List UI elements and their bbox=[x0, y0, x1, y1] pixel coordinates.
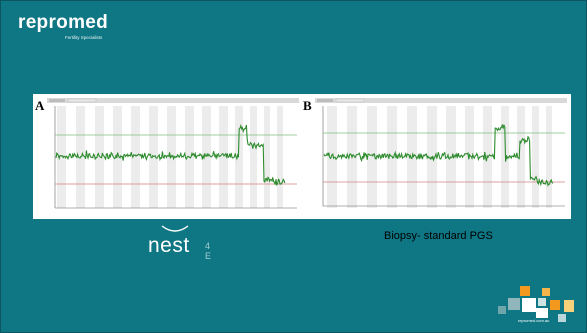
chart-b-trace bbox=[323, 123, 554, 187]
nest-arc-icon bbox=[161, 225, 189, 232]
nest-suffix: 4 E bbox=[205, 241, 213, 261]
chart-b-letter: B bbox=[303, 98, 312, 113]
footer-url: repromed.com.au bbox=[518, 318, 550, 323]
repromed-logo: repromed Fertility Specialists bbox=[18, 13, 108, 40]
caption-text: Biopsy- standard PGS bbox=[384, 230, 493, 242]
brand-wordmark: repromed bbox=[18, 13, 108, 32]
brand-tagline: Fertility Specialists bbox=[65, 35, 103, 40]
chart-panel-a: A bbox=[35, 98, 299, 215]
figure-panel: A bbox=[33, 94, 571, 219]
nest-word: nest bbox=[148, 234, 190, 257]
chart-a-trace bbox=[55, 123, 286, 187]
footer-brand-blocks bbox=[498, 286, 584, 330]
brand-name: repromed bbox=[18, 12, 109, 33]
chart-b-plot bbox=[315, 98, 567, 208]
chart-a-plot bbox=[47, 98, 299, 209]
chart-panel-b: B bbox=[303, 98, 567, 215]
chart-a-letter: A bbox=[35, 98, 45, 113]
